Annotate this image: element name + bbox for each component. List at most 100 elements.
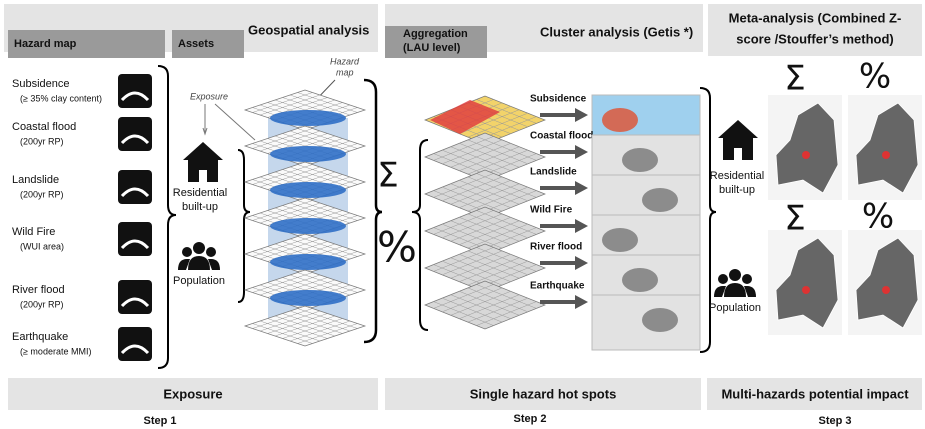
grid-line: [476, 301, 537, 326]
grid-line: [433, 210, 494, 235]
section-title: Geospatial analysis: [248, 22, 369, 37]
step-label: Step 1: [143, 415, 176, 427]
grid-line: [476, 136, 537, 161]
tab: [8, 30, 165, 58]
grid-line: [467, 223, 528, 249]
hazard-name: Earthquake: [12, 331, 68, 343]
grid-line: [274, 315, 336, 337]
brace: [237, 149, 251, 303]
europe-shape: [775, 102, 839, 194]
hotspot: [882, 151, 890, 159]
hazard-detail: (200yr RP): [20, 299, 64, 309]
lau-layer: [424, 280, 546, 330]
hazard-zone: [270, 146, 346, 162]
europe-shape: [775, 237, 839, 329]
tab-label: Aggregation: [403, 28, 468, 40]
grid-line: [459, 254, 520, 279]
grid-line: [450, 146, 511, 171]
asset-label: Residential: [173, 187, 227, 199]
arrow: [540, 145, 588, 159]
hazard-icon: [118, 117, 152, 151]
grid-line: [442, 260, 503, 286]
annotation: Hazard: [330, 56, 360, 66]
cluster-label: Earthquake: [530, 281, 585, 292]
grid-line: [450, 257, 511, 282]
grid-line: [289, 310, 351, 332]
section-title: score /Stouffer’s method): [736, 31, 893, 46]
asset-label: Residential: [710, 170, 764, 182]
hotspot: [642, 188, 678, 212]
grid-line: [467, 260, 528, 286]
lau-layer: [424, 243, 546, 293]
annotation: Exposure: [190, 91, 228, 101]
hazard-name: Coastal flood: [12, 121, 76, 133]
grid-line: [467, 176, 528, 202]
grid-line: [450, 180, 511, 205]
tab-label: Assets: [178, 38, 214, 50]
grid-line: [297, 200, 358, 221]
hazard-zone: [270, 218, 346, 234]
hotspot: [802, 286, 810, 294]
hazard-icon-detail: [120, 134, 150, 145]
grid-line: [433, 301, 494, 326]
hotspot: [642, 308, 678, 332]
grid-line: [289, 130, 351, 152]
footer-bar: [707, 378, 922, 410]
hazard-detail: (200yr RP): [20, 136, 64, 146]
operator: %: [859, 57, 891, 97]
europe-shape: [855, 237, 919, 329]
grid-line: [450, 220, 511, 245]
arrow: [540, 219, 588, 233]
grid-line: [459, 294, 520, 319]
grid-line: [289, 320, 351, 342]
asset-label: Population: [709, 302, 761, 314]
grid-line: [442, 139, 503, 165]
grid-line: [442, 223, 503, 249]
hazard-detail: (≥ 35% clay content): [20, 93, 102, 103]
grid-line: [433, 136, 494, 161]
grid-line: [476, 99, 537, 124]
grid-line: [282, 318, 343, 339]
house-icon: [718, 120, 758, 160]
arrow: [540, 256, 588, 270]
operator: Σ: [784, 199, 805, 239]
people-icon: [178, 242, 220, 270]
grid-line: [442, 186, 503, 212]
hazard-name: Wild Fire: [12, 226, 55, 238]
operator: Σ: [784, 59, 805, 99]
people-icon: [714, 269, 756, 297]
tab-label: Hazard map: [14, 38, 77, 50]
grid-line: [433, 284, 494, 309]
brace: [411, 139, 429, 331]
arrow: [540, 181, 588, 195]
hazard-icon: [118, 222, 152, 256]
grid-line: [459, 257, 520, 282]
grid-line: [297, 272, 358, 293]
grid-line: [297, 128, 358, 149]
grid-line: [459, 217, 520, 242]
hotspot: [622, 148, 658, 172]
hotspot: [602, 228, 638, 252]
section-title: Meta-analysis (Combined Z-: [729, 10, 902, 25]
hazard-icon-detail: [120, 344, 150, 355]
grid-line: [442, 176, 503, 202]
tab: [385, 26, 487, 58]
grid-line: [297, 236, 358, 257]
grid-line: [476, 173, 537, 198]
footer-label: Single hazard hot spots: [470, 386, 617, 401]
grid-line: [289, 202, 351, 224]
grid-line: [459, 220, 520, 245]
hazard-zone: [270, 290, 346, 306]
hotspot: [802, 151, 810, 159]
cluster-label: Wild Fire: [530, 205, 573, 216]
grid-line: [297, 92, 358, 113]
grid-line: [459, 180, 520, 205]
hotspot: [622, 268, 658, 292]
grid-line: [459, 291, 520, 316]
grid-line: [289, 94, 351, 116]
hazard-icon-detail: [120, 239, 150, 250]
grid-line: [459, 109, 520, 134]
grid-line: [442, 297, 503, 323]
hotspot: [602, 108, 638, 132]
brace: [157, 65, 177, 369]
